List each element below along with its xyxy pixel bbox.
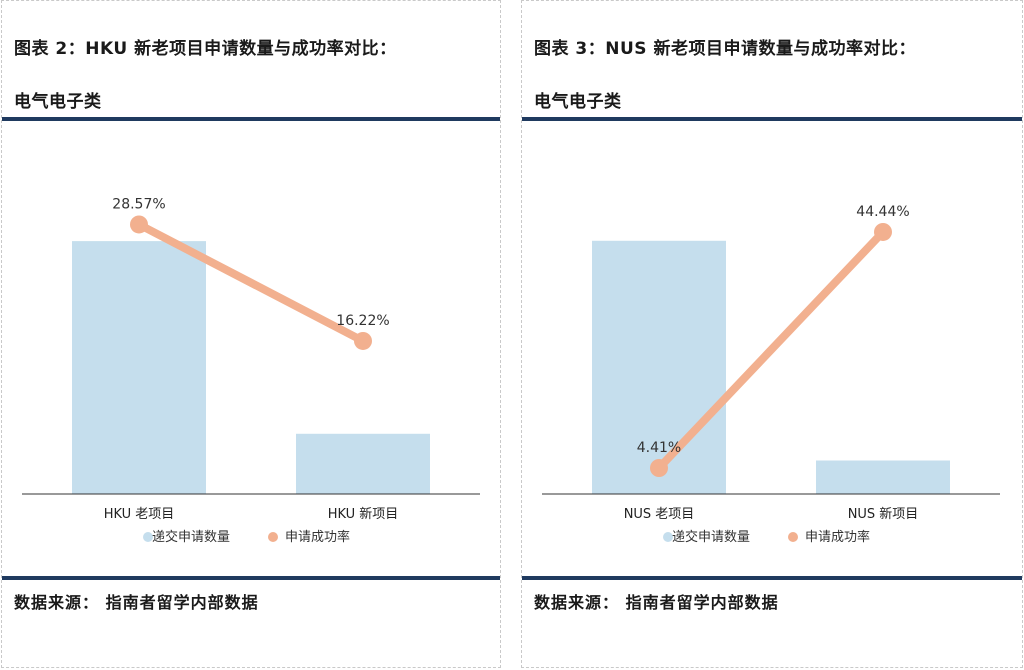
source-divider [522,576,1022,580]
bar [592,240,726,494]
figure-title: 图表 3：NUS 新老项目申请数量与成功率对比： 电气电子类 [534,39,1014,112]
success-rate-point [874,222,892,241]
legend-line-swatch [268,532,278,542]
chart-nus: NUS 老项目 NUS 新项目 4.41% 44.44% 递交申请数量 申请成功率 [542,204,1000,545]
legend: 递交申请数量 申请成功率 [143,529,350,545]
figure-title: 图表 2：HKU 新老项目申请数量与成功率对比： 电气电子类 [14,39,492,112]
success-rate-point [354,331,372,350]
figure-title-line2: 电气电子类 [534,92,622,112]
legend-label: 递交申请数量 [152,529,230,545]
success-rate-line [655,227,887,472]
bar [72,241,206,494]
title-divider [2,117,500,121]
x-tick-label: HKU 新项目 [328,506,399,522]
source-divider [2,576,500,580]
data-label: 4.41% [637,440,681,456]
bar [296,433,430,494]
legend-bar-swatch [143,532,153,542]
legend-bar-swatch [663,532,673,542]
legend-label: 申请成功率 [285,529,350,545]
legend-label: 递交申请数量 [672,529,750,545]
bar [816,460,950,494]
data-label: 16.22% [336,313,389,329]
data-source-note: 数据来源： 指南者留学内部数据 [14,593,259,612]
legend-line-swatch [788,532,798,542]
title-divider [522,117,1022,121]
legend-label: 申请成功率 [805,529,870,545]
data-label: 28.57% [112,196,165,212]
figure-title-line1: 图表 3：NUS 新老项目申请数量与成功率对比： [534,39,916,59]
figure-title-line1: 图表 2：HKU 新老项目申请数量与成功率对比： [14,39,397,59]
success-rate-point [650,458,668,477]
x-tick-label: HKU 老项目 [104,507,175,522]
legend: 递交申请数量 申请成功率 [663,529,870,545]
x-tick-label: NUS 新项目 [848,506,919,522]
success-rate-point [130,215,148,234]
data-source-note: 数据来源： 指南者留学内部数据 [534,593,779,612]
chart-hku: HKU 老项目 HKU 新项目 28.57% 16.22% 递交申请数量 申请成功率 [22,196,480,545]
figure-panel-nus: 图表 3：NUS 新老项目申请数量与成功率对比： 电气电子类 NUS 老项目 NU… [521,0,1023,668]
data-label: 44.44% [856,204,909,220]
figure-title-line2: 电气电子类 [14,92,102,112]
x-tick-label: NUS 老项目 [624,507,695,522]
success-rate-line [135,220,367,345]
figure-panel-hku: 图表 2：HKU 新老项目申请数量与成功率对比： 电气电子类 HKU 老项目 HK… [1,0,501,668]
